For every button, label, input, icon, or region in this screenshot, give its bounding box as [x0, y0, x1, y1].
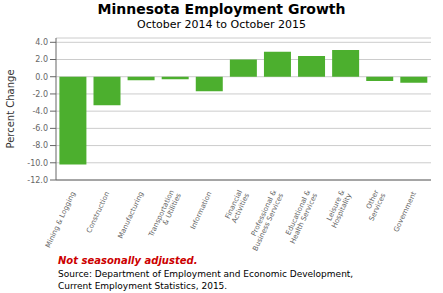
svg-text:Transportation& Utilities: Transportation& Utilities [147, 189, 183, 243]
svg-text:0.0: 0.0 [35, 73, 48, 82]
svg-text:OtherServices: OtherServices [361, 189, 388, 223]
html-text:Source: Department of Employme: Source: Department of Employment and Eco… [58, 269, 354, 279]
html-text:October 2014 to October 2015: October 2014 to October 2015 [137, 18, 306, 31]
svg-text:2.0: 2.0 [35, 55, 48, 64]
svg-text:-2.0: -2.0 [32, 90, 48, 99]
svg-text:Educational &Health Services: Educational &Health Services [282, 188, 320, 245]
svg-text:-6.0: -6.0 [32, 124, 48, 133]
svg-text:Professional &Business Service: Professional &Business Services [244, 188, 285, 252]
svg-text:FinancialActivities: FinancialActivities [223, 189, 251, 225]
svg-text:4.0: 4.0 [35, 38, 48, 47]
html-text:Not seasonally adjusted.: Not seasonally adjusted. [58, 255, 198, 266]
svg-text:Construction: Construction [85, 190, 111, 234]
svg-text:-4.0: -4.0 [32, 107, 48, 116]
svg-text:Information: Information [189, 190, 213, 230]
svg-text:Manufacturing: Manufacturing [117, 190, 146, 239]
svg-text:Mining & Logging: Mining & Logging [44, 190, 77, 249]
svg-text:-12.0: -12.0 [27, 176, 48, 185]
svg-text:Government: Government [392, 190, 418, 233]
html-text:Minnesota Employment Growth: Minnesota Employment Growth [97, 1, 346, 17]
html-text:Current Employment Statistics,: Current Employment Statistics, 2015. [58, 281, 228, 291]
svg-text:-8.0: -8.0 [32, 141, 48, 150]
svg-text:-10.0: -10.0 [27, 159, 48, 168]
svg-text:Leisure &Hospitality: Leisure &Hospitality [323, 188, 353, 229]
svg-text:Percent Change: Percent Change [8, 69, 16, 148]
